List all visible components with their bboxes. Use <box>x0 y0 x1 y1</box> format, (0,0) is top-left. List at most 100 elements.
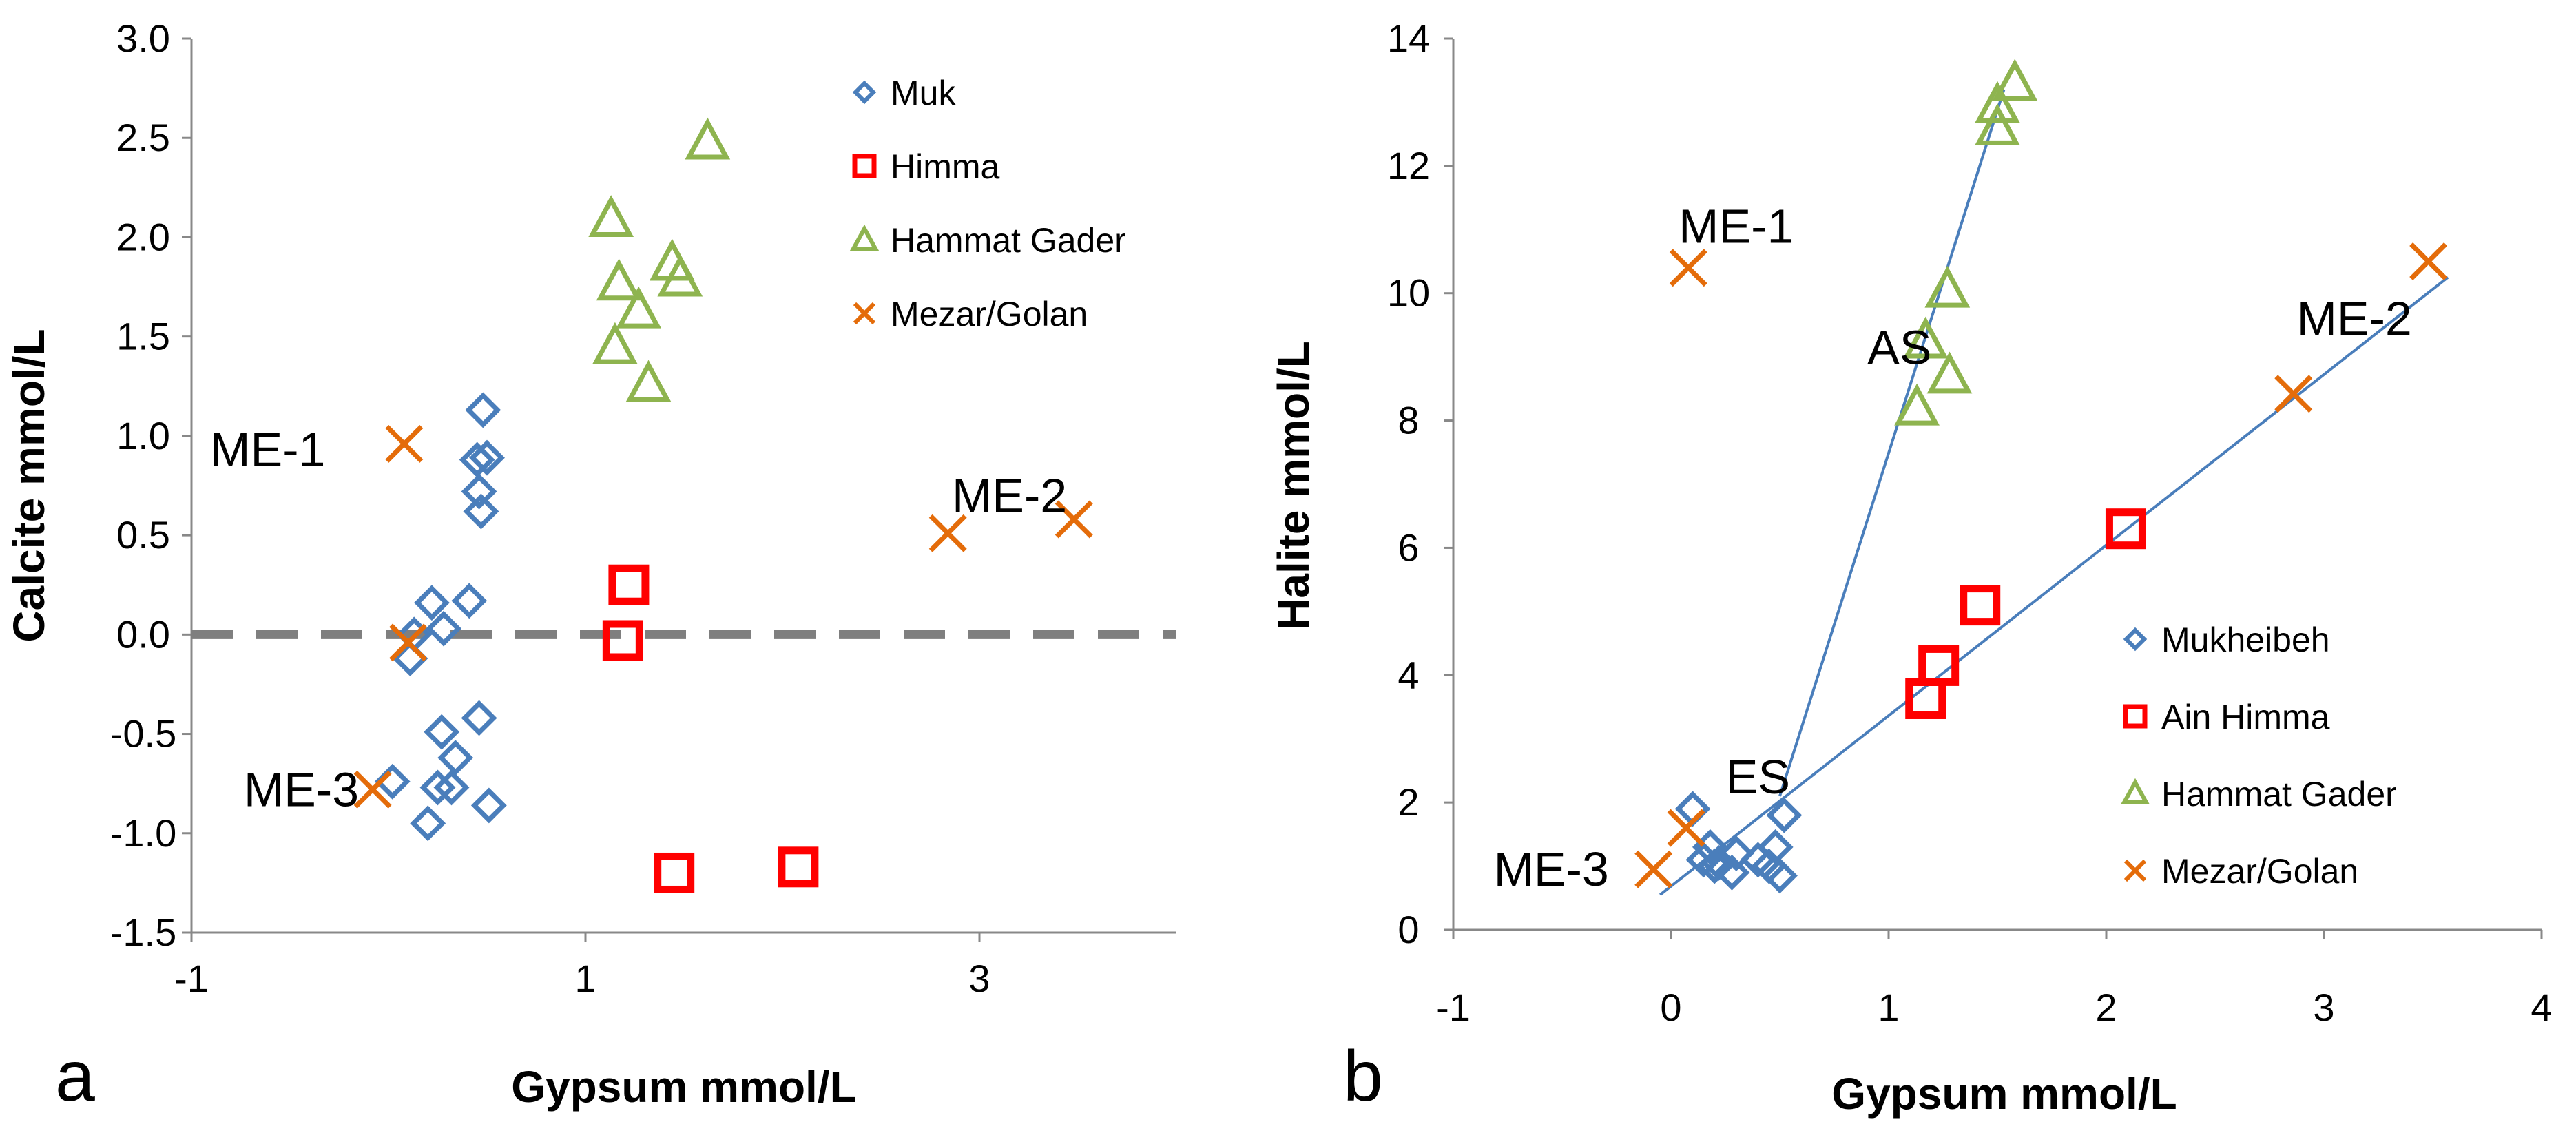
point-mezar-golan <box>389 623 428 662</box>
point-hammat-gader <box>616 286 662 329</box>
y-axis-title: Halite mmol/L <box>1269 341 1318 630</box>
legend-marker <box>849 224 880 251</box>
x-tick-label: 1 <box>574 957 596 1000</box>
legend-entry: Ain Himma <box>2161 698 2330 736</box>
x-tick-label: 4 <box>2531 986 2552 1029</box>
point-mukheibeh <box>1714 854 1750 891</box>
point-mezar-golan <box>1634 850 1673 888</box>
trend-line <box>1778 89 2006 797</box>
point-ain-himma <box>2105 508 2146 550</box>
legend-marker <box>2123 704 2148 729</box>
x-tick-label: 3 <box>2313 986 2334 1029</box>
point-himma <box>654 852 695 893</box>
y-tick-label: 1.0 <box>116 414 170 457</box>
x-tick-label: -1 <box>1436 986 1471 1029</box>
point-hammat-gader <box>657 254 703 297</box>
legend-entry: Hammat Gader <box>2161 775 2397 813</box>
annotation-label: ME-3 <box>244 762 359 816</box>
point-hammat-gader <box>685 117 731 160</box>
y-tick-label: 0.0 <box>116 612 170 656</box>
point-ain-himma <box>1960 585 2001 626</box>
y-tick-label: 4 <box>1398 653 1419 696</box>
point-hammat-gader <box>592 322 638 364</box>
y-tick-label: 8 <box>1398 399 1419 442</box>
point-muk <box>461 473 497 510</box>
point-muk <box>459 441 495 478</box>
point-mukheibeh <box>1757 829 1794 865</box>
point-mezar-golan <box>928 514 967 552</box>
point-ain-himma <box>1918 645 1960 686</box>
point-muk <box>451 583 488 619</box>
point-mukheibeh <box>1718 835 1754 872</box>
y-tick-label: 6 <box>1398 526 1419 569</box>
legend-entry: Hammat Gader <box>891 221 1126 260</box>
annotation-label: AS <box>1867 320 1931 374</box>
point-hammat-gader <box>596 258 642 301</box>
y-tick-label: -1.0 <box>110 811 177 855</box>
point-mukheibeh <box>1762 857 1798 894</box>
point-muk <box>433 769 470 806</box>
point-mezar-golan <box>353 770 392 809</box>
point-hammat-gader <box>1992 59 2038 101</box>
point-hammat-gader <box>1975 81 2020 123</box>
x-tick-label: 2 <box>2095 986 2117 1029</box>
point-muk <box>461 700 497 736</box>
point-muk <box>470 787 507 824</box>
y-tick-label: -0.5 <box>110 712 177 756</box>
point-mezar-golan <box>385 424 424 463</box>
annotation-label: ES <box>1726 750 1790 804</box>
point-mezar-golan <box>1667 809 1705 847</box>
y-tick-label: 2.0 <box>116 215 170 258</box>
y-tick-label: 12 <box>1387 144 1430 187</box>
point-hammat-gader <box>1924 265 1971 308</box>
point-muk <box>469 439 505 476</box>
point-mezar-golan <box>1669 249 1707 287</box>
point-muk <box>413 585 450 621</box>
point-muk <box>463 493 499 530</box>
panel-a: -1.5 -1.0 -0.5 0.0 0.5 1.0 1.5 2.0 2.5 3.0 -1 1 3 ME-… <box>4 17 1176 1116</box>
legend-entry: Mezar/Golan <box>2161 852 2358 891</box>
point-muk <box>465 392 501 428</box>
annotation-label: ME-2 <box>952 468 1067 522</box>
x-tick-label: 0 <box>1660 986 1681 1029</box>
point-hammat-gader <box>1894 383 1940 426</box>
panel-letter: b <box>1343 1037 1383 1116</box>
y-tick-label: 0.5 <box>116 513 170 557</box>
y-tick-label: 1.5 <box>116 315 170 358</box>
point-muk <box>419 769 456 806</box>
panel-letter: a <box>55 1037 95 1116</box>
point-himma <box>778 846 819 888</box>
x-tick-label: -1 <box>174 957 209 1000</box>
trend-line <box>1659 276 2449 896</box>
x-tick-label: 1 <box>1878 986 1899 1029</box>
y-tick-label: 10 <box>1387 271 1430 315</box>
legend-entry: Muk <box>891 74 956 112</box>
point-muk <box>437 740 474 776</box>
y-tick-label: 0 <box>1398 908 1419 951</box>
x-axis-title: Gypsum mmol/L <box>511 1062 856 1112</box>
point-mukheibeh <box>1766 797 1803 833</box>
annotation-label: ME-2 <box>2297 292 2412 346</box>
legend-marker <box>2123 627 2148 652</box>
point-muk <box>424 714 460 750</box>
x-axis-title: Gypsum mmol/L <box>1831 1069 2177 1119</box>
point-himma <box>608 564 650 605</box>
legend-marker <box>853 302 876 325</box>
y-tick-label: 14 <box>1387 17 1430 60</box>
point-himma <box>602 620 643 661</box>
point-hammat-gader <box>1902 316 1949 359</box>
legend-marker <box>2123 859 2147 882</box>
legend-entry: Himma <box>891 147 1000 186</box>
point-hammat-gader <box>1975 103 2020 145</box>
legend-marker <box>852 154 877 178</box>
point-hammat-gader <box>588 195 634 237</box>
point-mezar-golan <box>1055 500 1093 539</box>
point-hammat-gader <box>625 360 672 402</box>
point-muk <box>426 610 462 647</box>
legend-marker <box>852 80 877 105</box>
point-muk <box>410 805 446 842</box>
legend-entry: Mezar/Golan <box>891 295 1088 333</box>
